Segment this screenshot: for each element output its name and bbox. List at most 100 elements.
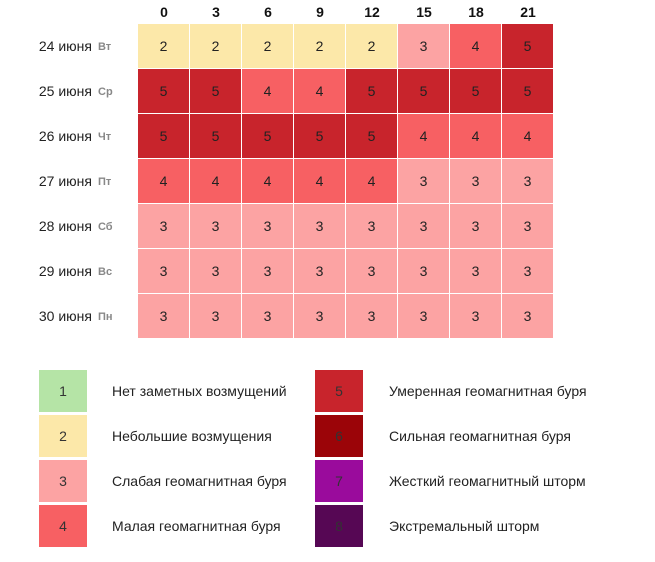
legend-label: Умеренная геомагнитная буря [389, 383, 587, 399]
day-date: 29 июня [38, 263, 92, 279]
heatmap-cell: 2 [138, 24, 189, 68]
heatmap-cell: 4 [242, 159, 293, 203]
day-weekday: Пт [98, 176, 112, 188]
hour-label: 6 [264, 4, 272, 20]
heatmap-cell: 4 [294, 69, 345, 113]
legend-label: Небольшие возмущения [112, 428, 272, 444]
heatmap-cell: 5 [138, 114, 189, 158]
heatmap-cell: 2 [346, 24, 397, 68]
heatmap-cell: 5 [294, 114, 345, 158]
hour-label: 3 [212, 4, 220, 20]
heatmap-cell: 2 [294, 24, 345, 68]
heatmap-cell: 3 [190, 294, 241, 338]
heatmap-cell: 4 [398, 114, 449, 158]
heatmap-cell: 3 [502, 159, 553, 203]
heatmap-cell: 5 [138, 69, 189, 113]
heatmap-cell: 4 [190, 159, 241, 203]
day-date: 27 июня [38, 173, 92, 189]
heatmap-cell: 3 [138, 294, 189, 338]
heatmap-cell: 2 [190, 24, 241, 68]
heatmap-cell: 4 [242, 69, 293, 113]
day-weekday: Чт [98, 131, 112, 143]
day-weekday: Вт [98, 41, 112, 53]
heatmap-cell: 3 [398, 159, 449, 203]
day-date: 26 июня [38, 128, 92, 144]
day-label: 29 июня Вс [0, 249, 138, 294]
heatmap-cell: 3 [242, 204, 293, 248]
heatmap-cell: 3 [346, 204, 397, 248]
heatmap-cell: 5 [190, 114, 241, 158]
legend-label: Слабая геомагнитная буря [112, 473, 287, 489]
heatmap-cell: 4 [502, 114, 553, 158]
heatmap-cell: 2 [242, 24, 293, 68]
heatmap-cell: 5 [346, 114, 397, 158]
heatmap-cell: 4 [450, 24, 501, 68]
heatmap-cell: 3 [294, 249, 345, 293]
heatmap-cell: 3 [502, 204, 553, 248]
day-label: 26 июня Чт [0, 114, 138, 159]
heatmap-cell: 3 [190, 204, 241, 248]
legend-swatch: 4 [39, 505, 87, 547]
day-label: 28 июня Сб [0, 204, 138, 249]
day-label: 27 июня Пт [0, 159, 138, 204]
heatmap-cell: 3 [242, 294, 293, 338]
heatmap-cell: 3 [450, 159, 501, 203]
day-weekday: Сб [98, 221, 113, 233]
heatmap-cell: 3 [398, 249, 449, 293]
day-label: 25 июня Ср [0, 69, 138, 114]
day-label: 24 июня Вт [0, 24, 138, 69]
heatmap-cell: 4 [450, 114, 501, 158]
heatmap-cell: 5 [242, 114, 293, 158]
heatmap-cell: 3 [398, 204, 449, 248]
heatmap-cell: 3 [398, 24, 449, 68]
hour-label: 0 [160, 4, 168, 20]
heatmap-cell: 3 [450, 204, 501, 248]
heatmap-cell: 5 [346, 69, 397, 113]
heatmap-cell: 4 [294, 159, 345, 203]
day-label: 30 июня Пн [0, 294, 138, 339]
legend-swatch: 7 [315, 460, 363, 502]
heatmap-cell: 3 [242, 249, 293, 293]
legend-swatch: 2 [39, 415, 87, 457]
heatmap-cell: 4 [346, 159, 397, 203]
heatmap-cell: 3 [502, 294, 553, 338]
heatmap-cell: 5 [450, 69, 501, 113]
legend-swatch: 1 [39, 370, 87, 412]
legend-swatch: 6 [315, 415, 363, 457]
heatmap-cell: 3 [190, 249, 241, 293]
legend-label: Экстремальный шторм [389, 518, 540, 534]
hour-label: 9 [316, 4, 324, 20]
day-weekday: Ср [98, 86, 113, 98]
hour-label: 18 [468, 4, 484, 20]
legend-label: Нет заметных возмущений [112, 383, 287, 399]
legend-label: Жесткий геомагнитный шторм [389, 473, 586, 489]
heatmap-cell: 3 [450, 249, 501, 293]
heatmap-cell: 5 [398, 69, 449, 113]
heatmap-cell: 3 [346, 249, 397, 293]
day-date: 28 июня [38, 218, 92, 234]
day-date: 24 июня [38, 38, 92, 54]
legend-swatch: 5 [315, 370, 363, 412]
day-date: 25 июня [38, 83, 92, 99]
legend-label: Сильная геомагнитная буря [389, 428, 571, 444]
day-weekday: Пн [98, 311, 113, 323]
heatmap-cell: 3 [294, 294, 345, 338]
hour-label: 21 [520, 4, 536, 20]
heatmap-cell: 3 [138, 249, 189, 293]
legend-swatch: 8 [315, 505, 363, 547]
heatmap-cell: 3 [294, 204, 345, 248]
heatmap-cell: 4 [138, 159, 189, 203]
heatmap-cell: 3 [138, 204, 189, 248]
hour-label: 12 [364, 4, 380, 20]
heatmap-cell: 3 [502, 249, 553, 293]
legend-swatch: 3 [39, 460, 87, 502]
day-weekday: Вс [98, 266, 113, 278]
heatmap-cell: 5 [502, 69, 553, 113]
heatmap-cell: 3 [398, 294, 449, 338]
hour-label: 15 [416, 4, 432, 20]
heatmap-cell: 3 [450, 294, 501, 338]
heatmap-cell: 3 [346, 294, 397, 338]
heatmap-cell: 5 [502, 24, 553, 68]
heatmap-cell: 5 [190, 69, 241, 113]
day-date: 30 июня [38, 308, 92, 324]
